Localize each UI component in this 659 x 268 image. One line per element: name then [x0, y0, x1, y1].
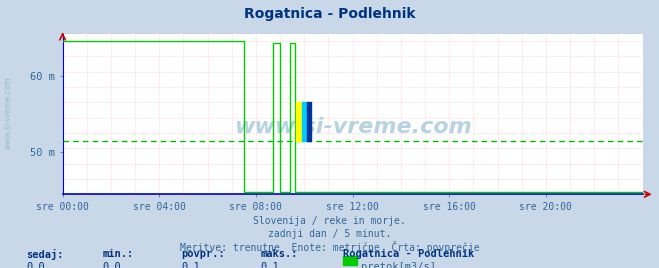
- Text: 0,0: 0,0: [102, 262, 121, 268]
- Text: 0,0: 0,0: [26, 262, 45, 268]
- Text: Rogatnica - Podlehnik: Rogatnica - Podlehnik: [343, 249, 474, 259]
- Text: povpr.:: povpr.:: [181, 249, 225, 259]
- Text: maks.:: maks.:: [260, 249, 298, 259]
- Text: zadnji dan / 5 minut.: zadnji dan / 5 minut.: [268, 229, 391, 239]
- Text: Slovenija / reke in morje.: Slovenija / reke in morje.: [253, 216, 406, 226]
- Text: pretok[m3/s]: pretok[m3/s]: [361, 262, 436, 268]
- Text: sedaj:: sedaj:: [26, 249, 64, 260]
- Text: 0,1: 0,1: [260, 262, 279, 268]
- Text: min.:: min.:: [102, 249, 133, 259]
- Text: www.si-vreme.com: www.si-vreme.com: [234, 117, 471, 137]
- Text: www.si-vreme.com: www.si-vreme.com: [3, 76, 13, 149]
- Text: Meritve: trenutne  Enote: metrične  Črta: povprečje: Meritve: trenutne Enote: metrične Črta: …: [180, 241, 479, 254]
- Text: Rogatnica - Podlehnik: Rogatnica - Podlehnik: [244, 7, 415, 21]
- Text: 0,1: 0,1: [181, 262, 200, 268]
